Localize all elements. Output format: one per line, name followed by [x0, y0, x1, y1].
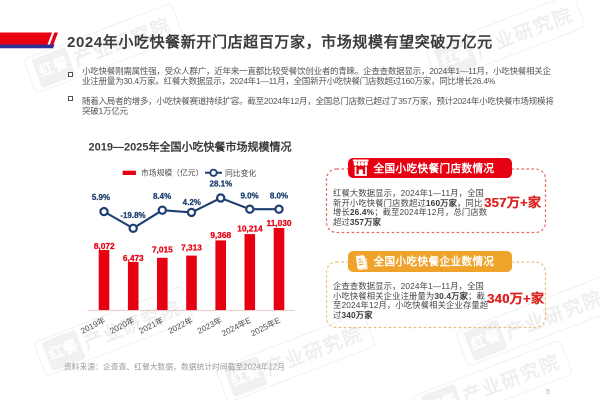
- svg-text:市场规模（亿元）: 市场规模（亿元）: [141, 168, 203, 178]
- svg-text:7,015: 7,015: [152, 245, 173, 255]
- svg-text:2020年: 2020年: [108, 315, 136, 336]
- svg-text:4.2%: 4.2%: [183, 198, 201, 207]
- svg-text:6,473: 6,473: [123, 253, 144, 263]
- svg-text:2021年: 2021年: [137, 315, 165, 336]
- svg-text:8.4%: 8.4%: [153, 192, 171, 201]
- svg-text:2025年E: 2025年E: [249, 315, 282, 339]
- svg-text:11,030: 11,030: [267, 218, 292, 228]
- svg-text:7,313: 7,313: [181, 243, 202, 253]
- svg-text:8.0%: 8.0%: [270, 191, 288, 200]
- svg-text:9,368: 9,368: [210, 230, 231, 240]
- svg-text:2019年: 2019年: [79, 315, 107, 336]
- svg-text:9.0%: 9.0%: [240, 191, 258, 200]
- svg-text:-19.8%: -19.8%: [120, 211, 145, 220]
- svg-text:2019—2025年全国小吃快餐市场规模情况: 2019—2025年全国小吃快餐市场规模情况: [89, 140, 292, 154]
- svg-text:5.9%: 5.9%: [92, 193, 110, 202]
- svg-text:2024年E: 2024年E: [220, 315, 253, 339]
- svg-text:资料来源：企查查、红餐大数据，数据统计时间截至2024年12: 资料来源：企查查、红餐大数据，数据统计时间截至2024年12月: [64, 362, 285, 372]
- svg-text:同比变化: 同比变化: [225, 168, 256, 178]
- svg-text:8,072: 8,072: [94, 241, 115, 251]
- svg-text:2023年: 2023年: [196, 315, 224, 336]
- svg-text:28.1%: 28.1%: [210, 180, 233, 189]
- svg-text:10,214: 10,214: [237, 224, 263, 234]
- svg-text:2022年: 2022年: [166, 315, 194, 336]
